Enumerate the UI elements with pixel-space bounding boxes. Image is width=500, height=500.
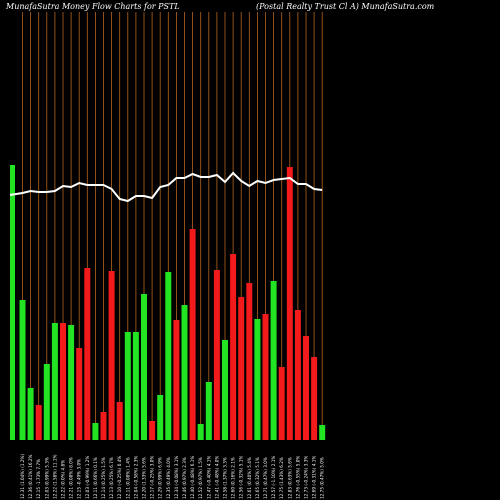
x-tick-label: 12.47 (-0.40%) 4.1% bbox=[206, 456, 211, 499]
x-tick-label: 12.76 (-0.55%) 5.0% bbox=[295, 456, 300, 499]
x-tick-label: 12.15 -1.73% 7.7% bbox=[36, 459, 41, 499]
x-tick-label: 12.15 -0.49% 3.0% bbox=[77, 459, 82, 499]
x-tick-label: 12.41 (-0.48%) 4.0% bbox=[214, 456, 219, 499]
x-tick-label: 12.36 (0.41%) 16.2% bbox=[28, 454, 33, 499]
x-tick-label: 12.61 (0.40%) 5.4% bbox=[247, 457, 252, 499]
x-axis-labels: 12.31 (1.04%) (1.2%) 12.36 (0.41%) 16.2% 1… bbox=[20, 454, 325, 499]
money-flow-bar bbox=[205, 382, 212, 440]
money-flow-bar bbox=[124, 332, 131, 440]
x-tick-label: 12.11 (0.08%) 1.4% bbox=[125, 457, 130, 499]
x-tick-label: 12.69 (-0.31%) 4.1% bbox=[312, 456, 317, 499]
money-flow-bar bbox=[43, 364, 50, 440]
x-tick-label: 12.29 (0.99%) 6.9% bbox=[158, 457, 163, 499]
x-tick-label: 12.65 (0.32%) 5.1% bbox=[255, 457, 260, 499]
x-tick-label: 12.03 (0.99%) 5.3% bbox=[44, 457, 49, 499]
money-flow-bar bbox=[84, 268, 91, 440]
money-flow-bar bbox=[165, 272, 172, 440]
money-flow-bar bbox=[303, 336, 309, 440]
money-flow-bar bbox=[189, 229, 196, 440]
money-flow-bar bbox=[286, 167, 293, 440]
x-tick-label: 12.10 (-0.25%) 0.4% bbox=[117, 456, 122, 499]
grid-lines bbox=[22, 12, 323, 440]
price-line bbox=[9, 171, 323, 203]
money-flow-bar bbox=[51, 323, 58, 440]
x-tick-label: 12.03 (-0.99%) 1.2% bbox=[85, 456, 90, 499]
x-tick-label: 12.13 (0.25%) 6.7% bbox=[109, 457, 114, 499]
x-tick-label: 12.46 (0.97%) 2.3% bbox=[182, 457, 187, 499]
money-flow-bar bbox=[76, 348, 83, 440]
price-line-path bbox=[9, 171, 323, 203]
x-tick-label: 12.40 (-0.48%) 6.1% bbox=[190, 456, 195, 499]
money-flow-bar bbox=[149, 421, 156, 440]
money-flow-bar bbox=[278, 367, 285, 440]
money-flow-bar bbox=[197, 424, 204, 440]
x-tick-label: 12.35 (0.49%) 4.0% bbox=[166, 457, 171, 499]
x-tick-label: 12.14 (0.25%) 1.5% bbox=[101, 457, 106, 499]
x-tick-label: 12.73 (-0.24%) 3.3% bbox=[304, 456, 309, 499]
money-flow-bar bbox=[68, 325, 75, 440]
money-flow-bar bbox=[116, 402, 123, 440]
x-tick-label: 12.58 (1.37%) 3.3% bbox=[223, 457, 228, 499]
money-flow-bar bbox=[294, 310, 301, 440]
money-flow-bar bbox=[27, 388, 34, 440]
x-tick-label: 12.75 (1.43%) 6.2% bbox=[279, 457, 284, 499]
money-flow-bar bbox=[100, 412, 107, 440]
money-flow-bar bbox=[238, 297, 245, 440]
x-tick-label: 12.71 (0.47%) 3.0% bbox=[263, 457, 268, 499]
x-tick-label: 12.56 (-0.32%) 5.1% bbox=[239, 456, 244, 499]
money-flow-bar bbox=[246, 283, 253, 440]
x-tick-label: 12.83 (0.63%) 5.6% bbox=[287, 457, 292, 499]
x-tick-label: 12.34 (-0.08%) 3.1% bbox=[174, 456, 179, 499]
first-bar bbox=[10, 165, 15, 440]
x-tick-label: 12.31 (1.04%) (1.2%) bbox=[20, 454, 25, 499]
money-flow-bar bbox=[108, 271, 115, 440]
chart-title-right: (Postal Realty Trust Cl A) MunafaSutra.c… bbox=[256, 2, 435, 11]
money-flow-bar bbox=[230, 254, 237, 440]
x-tick-label: 12.21 (0.08%) 8.0% bbox=[69, 457, 74, 499]
money-flow-bar bbox=[35, 405, 42, 440]
money-flow-bar bbox=[141, 294, 147, 440]
money-flow-bar bbox=[262, 314, 269, 440]
money-flow-bar bbox=[311, 357, 318, 440]
money-flow-bar bbox=[173, 320, 180, 440]
x-tick-label: 12.17 (-0.25%) 3.0% bbox=[150, 456, 155, 499]
money-flow-bar bbox=[60, 323, 66, 440]
x-tick-label: 12.75 (0.47%) 5.0% bbox=[320, 457, 325, 499]
money-flow-bar bbox=[19, 300, 26, 440]
x-tick-label: 12.52 (0.97%) 1.5% bbox=[198, 457, 203, 499]
x-tick-label: 12.22 (0.0%) 4.8% bbox=[61, 460, 66, 499]
money-flow-bar bbox=[92, 423, 99, 440]
money-flow-bar bbox=[222, 340, 228, 440]
x-tick-label: 12.20 (1.33%) 5.6% bbox=[142, 457, 147, 499]
money-flow-bar bbox=[254, 319, 261, 440]
x-tick-label: 12.11 (0.66%) 0.1% bbox=[93, 457, 98, 499]
money-flow-bar bbox=[157, 395, 164, 440]
x-tick-label: 12.60 (0.16%) 2.1% bbox=[231, 457, 236, 499]
money-flow-bars bbox=[10, 165, 326, 440]
chart-title-left: MunafaSutra Money Flow Charts for PSTL bbox=[5, 2, 180, 11]
money-flow-bar bbox=[319, 425, 326, 440]
x-tick-label: 12.22 (1.58%) 11.1% bbox=[52, 454, 57, 499]
money-flow-bar bbox=[181, 305, 188, 440]
money-flow-bar bbox=[213, 270, 220, 440]
money-flow-bar bbox=[270, 281, 277, 440]
x-tick-label: 12.04 (-0.58%) 2.3% bbox=[133, 456, 138, 499]
money-flow-bar bbox=[132, 332, 139, 440]
x-tick-label: 12.57 (-1.10%) 2.1% bbox=[271, 456, 276, 499]
